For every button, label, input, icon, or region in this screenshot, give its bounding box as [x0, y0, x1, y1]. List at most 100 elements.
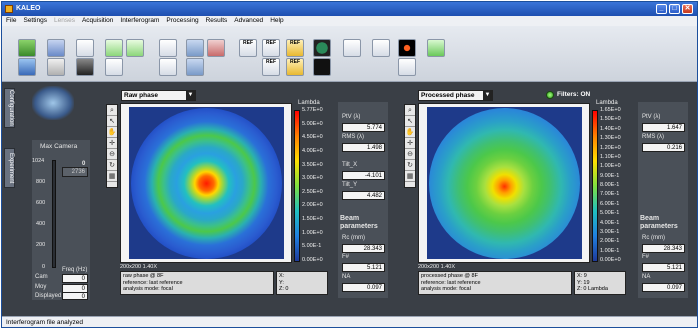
right-colorbar-tick: 1.20E+0 — [600, 144, 621, 151]
left-tiltx-value: -4.101 — [342, 171, 385, 180]
right-beam-label: Beam parameters — [640, 215, 678, 230]
reference-camera-alt-icon[interactable]: REF — [262, 58, 280, 76]
spot-icon[interactable] — [398, 39, 416, 57]
camera-scale-tick: 800 — [36, 179, 46, 185]
menu-results[interactable]: Results — [205, 17, 228, 24]
zoom-out-icon[interactable]: ⊖ — [405, 149, 415, 160]
left-coords-box: X: Y: Z: 0 — [276, 271, 328, 295]
left-view-select[interactable]: Raw phase ▼ — [121, 90, 196, 101]
camera-scale-tick: 0 — [42, 264, 46, 270]
left-colorbar-tick: 5.00E-1 — [302, 243, 322, 250]
save-icon[interactable] — [18, 58, 36, 76]
grid-tool-icon[interactable]: ▦ — [405, 173, 415, 182]
left-colorbar-tick: 4.50E+0 — [302, 134, 323, 141]
left-colorbar-tick: 4.00E+0 — [302, 147, 323, 154]
right-colorbar-tick: 1.00E+0 — [600, 163, 621, 170]
user-icon[interactable] — [47, 58, 65, 76]
rotate-icon[interactable]: ↻ — [405, 160, 415, 171]
zoom-out-icon[interactable]: ⊖ — [107, 149, 117, 160]
wand-icon[interactable] — [105, 58, 123, 76]
left-view-select-value: Raw phase — [124, 92, 158, 99]
right-colorbar-tick: 1.65E+0 — [600, 107, 621, 113]
psf-icon[interactable] — [313, 58, 331, 76]
play-pause-icon[interactable] — [105, 39, 123, 57]
play-icon[interactable] — [126, 39, 144, 57]
tab-configuration[interactable]: Configuration — [4, 88, 15, 128]
menu-settings[interactable]: Settings — [23, 17, 47, 24]
video-camera-icon[interactable] — [159, 39, 177, 57]
right-units-label: Lambda — [596, 100, 618, 106]
pan-hand-icon[interactable]: ✋ — [405, 129, 415, 138]
right-phase-map[interactable] — [427, 107, 582, 259]
maximize-button[interactable]: □ — [669, 4, 680, 14]
zoom-icon[interactable]: ⌕ — [107, 105, 117, 116]
reference-camera-icon[interactable]: REF — [262, 39, 280, 57]
menu-processing[interactable]: Processing — [166, 17, 199, 24]
left-coord-y: Y: — [279, 279, 284, 286]
reference-folder-alt-icon[interactable]: REF — [286, 58, 304, 76]
open-file-icon[interactable] — [18, 39, 36, 57]
left-fnum-label: F# — [342, 254, 350, 260]
grid-tool-icon[interactable]: ▦ — [107, 173, 117, 182]
camera-scale-tick: 600 — [36, 200, 46, 206]
menu-advanced[interactable]: Advanced — [234, 17, 264, 24]
reference-icon[interactable]: REF — [239, 39, 257, 57]
reference-folder-icon[interactable]: REF — [286, 39, 304, 57]
right-na-label: NA — [642, 274, 651, 280]
camera-scale-tick: 1024 — [32, 158, 45, 164]
right-rms-value: 0.216 — [642, 143, 685, 152]
right-fnum-value: 5.121 — [642, 263, 685, 272]
zernike-icon[interactable] — [398, 58, 416, 76]
minimize-button[interactable]: _ — [656, 4, 667, 14]
filters-status: Filters: ON — [557, 91, 591, 98]
right-colorbar-tick: 8.00E-1 — [600, 182, 620, 188]
filter-icon[interactable] — [343, 39, 361, 57]
menu-bar: File Settings Lenses Acquisition Interfe… — [2, 16, 697, 26]
right-ptv-value: 1.647 — [642, 123, 685, 132]
left-units-label: Lambda — [298, 100, 320, 106]
video-record-icon[interactable] — [159, 58, 177, 76]
left-plot-frame — [120, 103, 292, 263]
menu-file[interactable]: File — [6, 17, 17, 24]
phase-map-icon[interactable] — [313, 39, 331, 57]
camera-panel: Max Camera 0 2736 1024 800 600 400 200 0… — [32, 140, 90, 300]
right-fnum-label: F# — [642, 254, 650, 260]
menu-acquisition[interactable]: Acquisition — [81, 17, 114, 24]
left-colorbar-tick: 1.00E+0 — [302, 229, 323, 236]
zoom-icon[interactable]: ⌕ — [405, 105, 415, 116]
grid-icon[interactable] — [186, 39, 204, 57]
person-icon[interactable] — [76, 58, 94, 76]
left-tilty-label: Tilt_Y — [342, 182, 358, 188]
crosshair-icon[interactable]: ✛ — [107, 138, 117, 149]
right-colorbar-tick: 9.00E-1 — [600, 172, 620, 179]
menu-help[interactable]: Help — [270, 17, 284, 24]
title-bar: KALEO _ □ ✕ — [2, 2, 697, 16]
camera-settings-icon[interactable] — [76, 39, 94, 57]
mtf-chart-icon[interactable] — [372, 39, 390, 57]
tab-experiment[interactable]: Experiment — [4, 148, 15, 188]
right-phase-disc — [429, 108, 580, 259]
right-coord-y: Y: 19 — [577, 279, 590, 286]
settings-icon[interactable] — [47, 39, 65, 57]
right-colorbar-tick: 1.10E+0 — [600, 153, 621, 160]
crosshair-icon[interactable]: ✛ — [405, 138, 415, 149]
pointer-icon[interactable]: ↖ — [405, 116, 415, 127]
left-phase-map[interactable] — [129, 107, 284, 259]
rotate-icon[interactable]: ↻ — [107, 160, 117, 171]
right-colorbar — [592, 110, 598, 262]
pointer-icon[interactable]: ↖ — [107, 116, 117, 127]
right-view-select[interactable]: Processed phase ▼ — [418, 90, 493, 101]
close-button[interactable]: ✕ — [682, 4, 693, 14]
menu-interferogram[interactable]: Interferogram — [120, 17, 160, 24]
right-colorbar-tick: 1.00E-1 — [600, 247, 620, 254]
left-info-line: raw phase @ 8F — [123, 273, 164, 279]
pan-hand-icon[interactable]: ✋ — [107, 129, 117, 138]
left-ptv-value: 5.774 — [342, 123, 385, 132]
export-icon[interactable] — [427, 39, 445, 57]
right-info-box: processed phase @ 8F reference: last ref… — [418, 271, 572, 295]
delete-reference-icon[interactable] — [207, 39, 225, 57]
moy-label: Moy — [35, 284, 47, 290]
grid-alt-icon[interactable] — [186, 58, 204, 76]
window-title: KALEO — [16, 5, 41, 12]
